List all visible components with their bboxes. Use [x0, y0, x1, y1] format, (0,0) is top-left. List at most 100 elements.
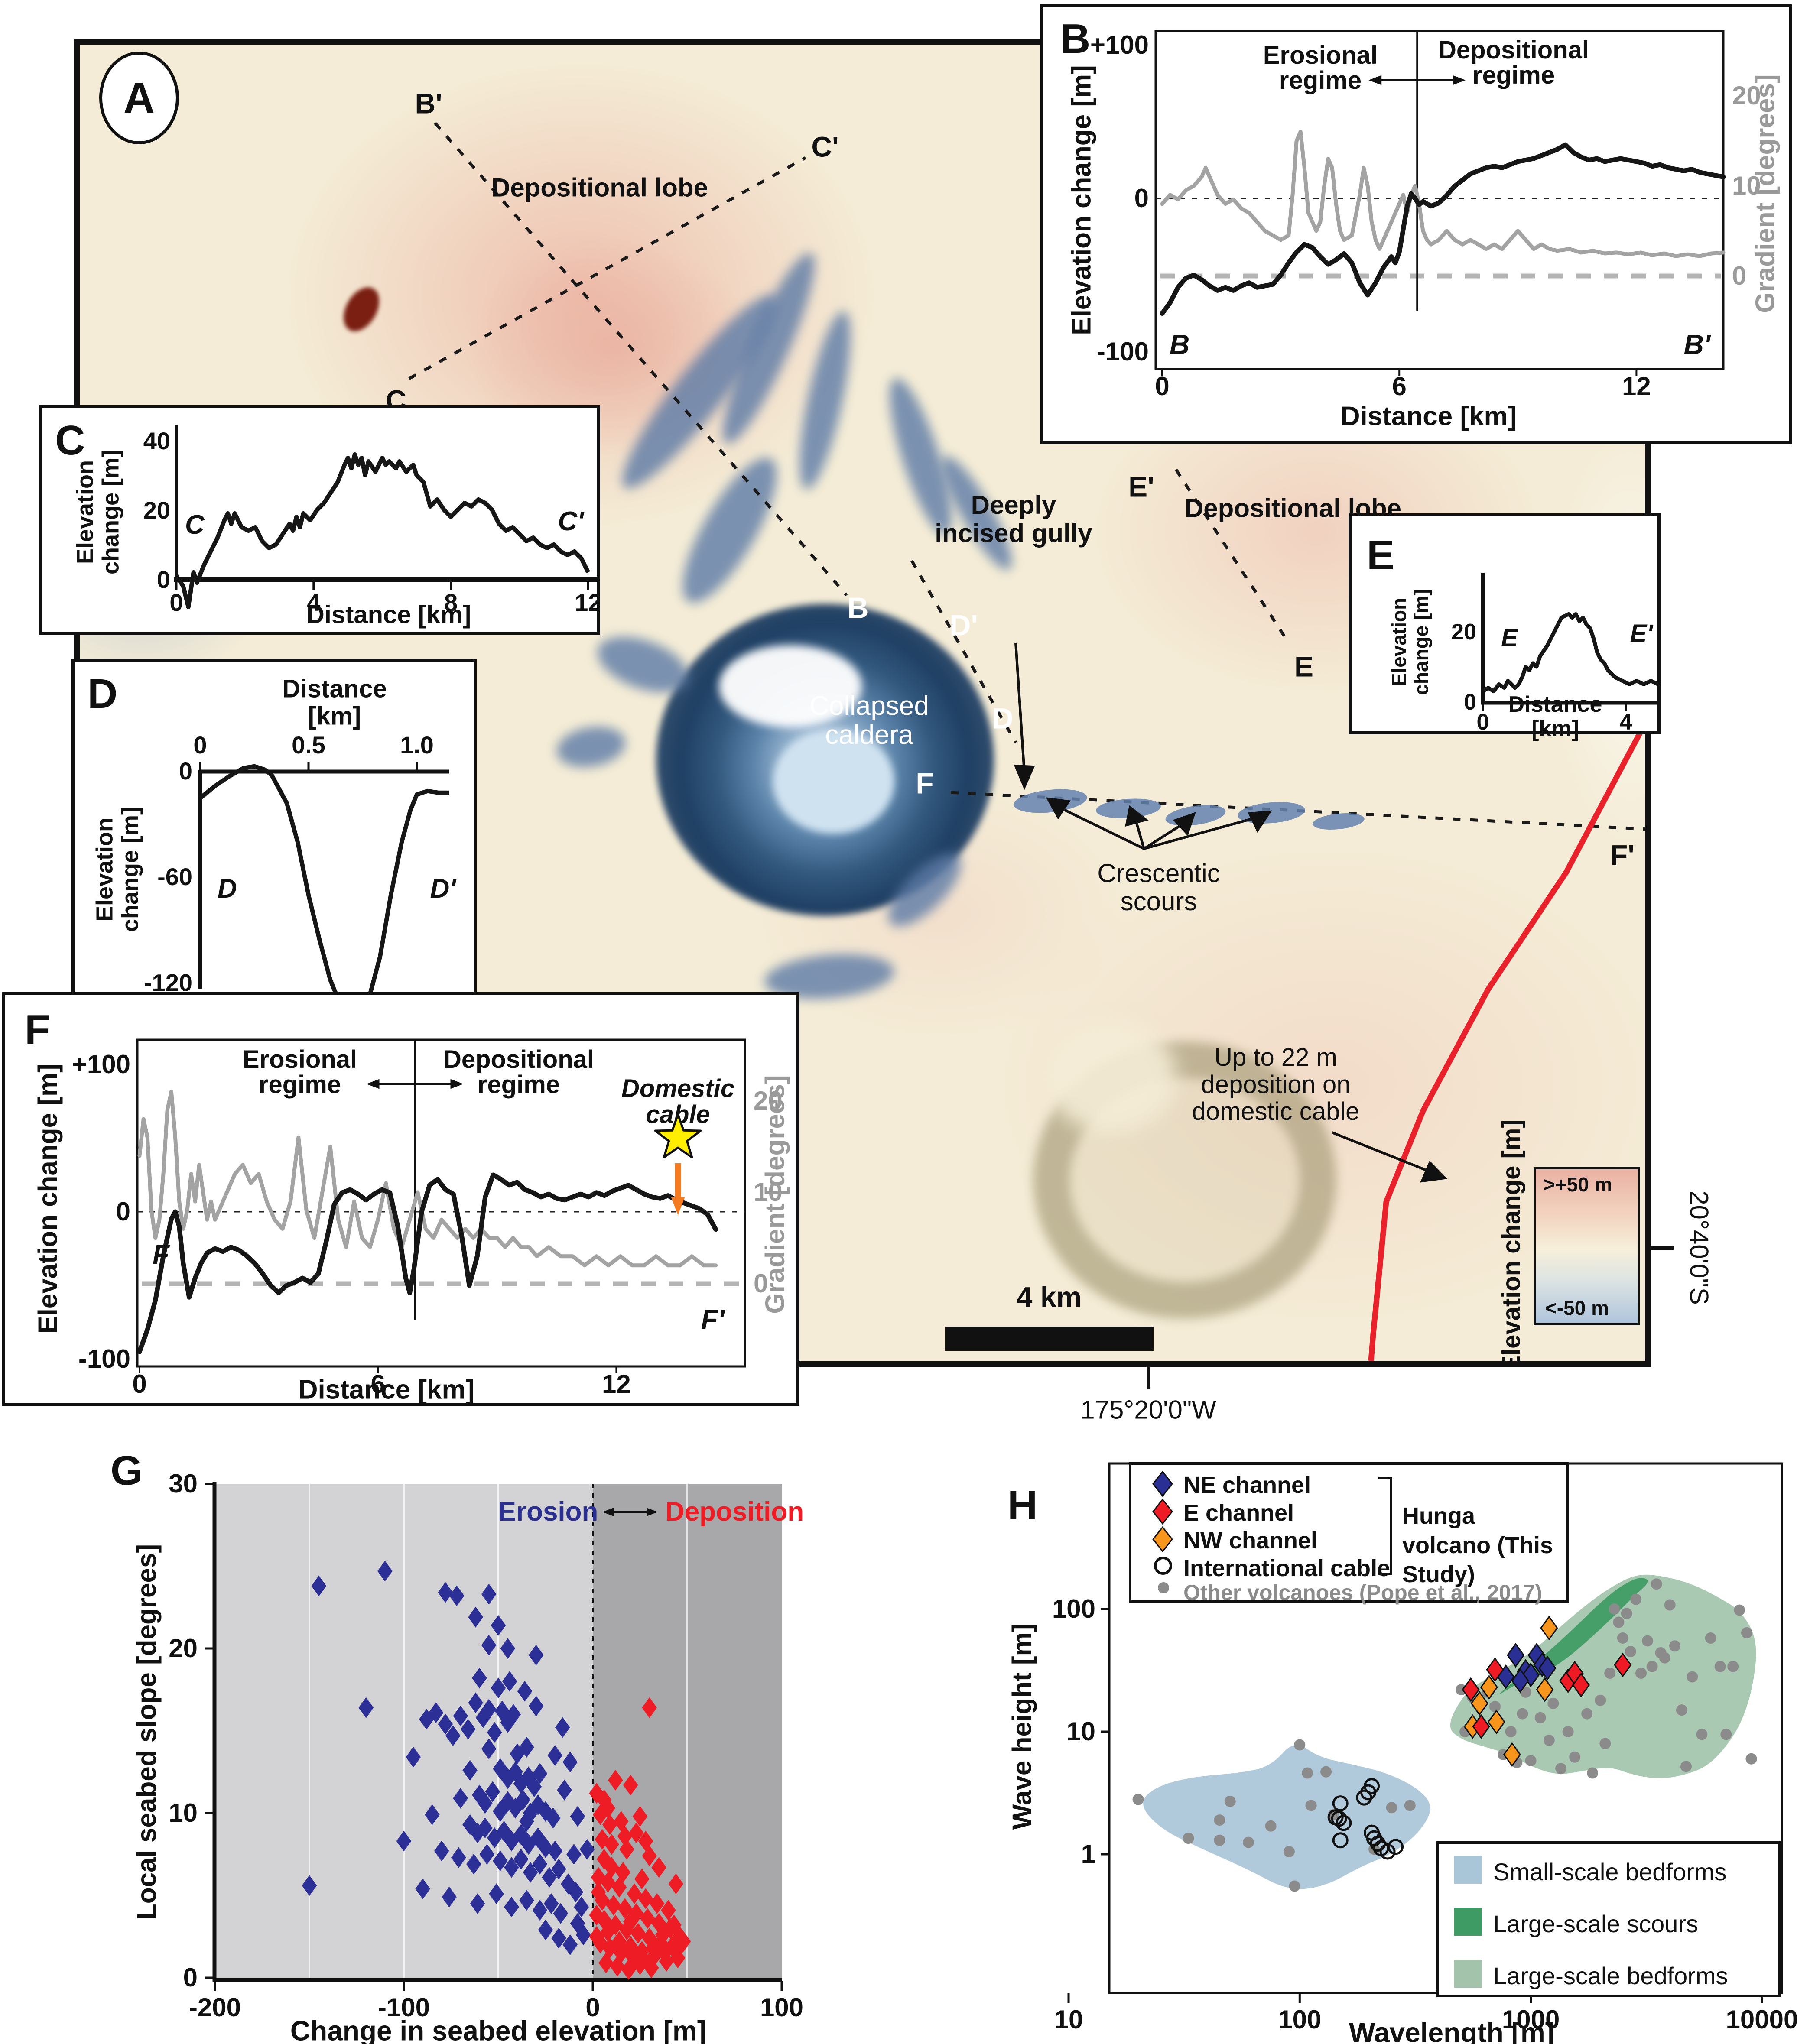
erosional-regime-label: regime: [1279, 66, 1362, 94]
diamond-point: [562, 1934, 578, 1955]
diamond-point: [627, 1883, 642, 1904]
dot-point: [1224, 1795, 1236, 1807]
diamond-point: [530, 1827, 546, 1848]
tick-label: 0: [1155, 372, 1169, 401]
diamond-point: [570, 1913, 585, 1934]
panel-c-xlabel: Distance [km]: [306, 600, 471, 629]
panel-f: Erosional regime Depositional regime 0 6 12 +10…: [2, 992, 799, 1406]
other-volcanoes-dot-icon: [1158, 1582, 1169, 1593]
map-label-deeply-incised-gully: Deeply incised gully: [935, 490, 1092, 548]
tick-label: 0: [754, 1269, 768, 1298]
diamond-point: [538, 1919, 553, 1940]
legend-group-label: Hunga volcano (This Study): [1402, 1503, 1553, 1587]
diamond-point: [642, 1697, 657, 1718]
start-label: B: [1170, 329, 1189, 360]
end-label: E': [1630, 620, 1654, 648]
dot-point: [1646, 1661, 1658, 1672]
diamond-point: [517, 1681, 533, 1702]
diamond-point: [640, 1908, 655, 1929]
tick-label: 8: [444, 589, 458, 616]
diamond-point: [621, 1959, 637, 1980]
cable-deposition-arrow-head: [1420, 1160, 1448, 1183]
tick-label: 10: [1054, 2005, 1083, 2034]
colorbar: >+50 m <-50 m: [1534, 1167, 1640, 1325]
diamond-point: [542, 1867, 557, 1888]
open-circle-point: [1332, 1832, 1349, 1849]
diamond-point: [538, 1801, 553, 1822]
dot-point: [1617, 1632, 1628, 1644]
tick-label: 20: [169, 1634, 198, 1663]
panel-a-letter: A: [123, 73, 155, 122]
panel-f-xlabel: Distance [km]: [298, 1375, 475, 1405]
legend-international-cable: International cable: [1183, 1555, 1391, 1581]
tick-label: 0: [193, 731, 207, 759]
dot-point: [1404, 1800, 1416, 1811]
diamond-point: [661, 1900, 676, 1921]
diamond-point: [406, 1746, 421, 1768]
diamond-point: [629, 1822, 644, 1843]
diamond-point: [481, 1635, 497, 1656]
diamond-point: [547, 1745, 563, 1766]
region-small-scale-bedforms: [1143, 1745, 1430, 1889]
chart-g: -200 -100 0 100 0 10 20 30 Erosion Deposition: [169, 1469, 804, 2022]
panel-f-ylabel-right: Gradient [degrees]: [760, 1075, 790, 1314]
panel-g-ylabel: Local seabed slope [degrees]: [132, 1544, 162, 1921]
dot-point: [1305, 1800, 1317, 1811]
dot-point: [1534, 1712, 1546, 1723]
dot-point: [1676, 1704, 1687, 1716]
panel-b-xlabel: Distance [km]: [1340, 401, 1517, 432]
diamond-point: [651, 1857, 666, 1878]
panel-c-ylabel: Elevation change [m]: [72, 449, 124, 575]
diamond-point: [470, 1893, 485, 1914]
diamond-point: [1572, 1672, 1590, 1697]
arrow-head: [450, 1079, 464, 1089]
dot-point: [1720, 1729, 1732, 1740]
diamond-point: [602, 1814, 617, 1835]
tick-label: 0: [585, 1993, 600, 2022]
tick-label: 40: [143, 427, 170, 454]
transect-label-d: D: [992, 702, 1014, 735]
diamond-point: [638, 1830, 653, 1852]
diamond-point: [510, 1743, 525, 1765]
scour-arrow-head: [1248, 810, 1272, 833]
tick-label: 0: [1134, 184, 1149, 213]
dot-point: [1635, 1667, 1647, 1679]
series-e-channel: [1462, 1652, 1632, 1739]
tick-label: +100: [1090, 30, 1149, 59]
dot-point: [1320, 1766, 1332, 1778]
diamond-point: [591, 1882, 606, 1903]
small-scale-bedforms-swatch: [1454, 1856, 1482, 1884]
diamond-point: [479, 1844, 495, 1865]
caldera-lake: [773, 730, 894, 834]
open-circle-point: [1388, 1839, 1404, 1855]
dot-point: [1547, 1697, 1559, 1709]
dot-point: [1587, 1767, 1599, 1779]
tick-label: 100: [1278, 2005, 1321, 2034]
diamond-point: [489, 1883, 504, 1904]
arrow-head: [1368, 75, 1382, 85]
diamond-point: [519, 1890, 534, 1911]
dot-point: [1242, 1836, 1254, 1848]
tick-label: 4: [307, 589, 320, 616]
diamond-point: [472, 1784, 487, 1806]
panel-f-ylabel: Elevation change [m]: [33, 1064, 63, 1334]
scale-bar: [945, 1327, 1154, 1351]
longitude-tick: [1147, 1367, 1150, 1389]
colorbar-title: Elevation change [m]: [1497, 1119, 1526, 1367]
gully-arrow-line: [1014, 642, 1026, 773]
diamond-point: [532, 1900, 548, 1921]
diamond-point: [666, 1914, 682, 1936]
map-label-collapsed-caldera: Collapsed caldera: [809, 691, 929, 750]
diamond-point: [589, 1904, 604, 1926]
diamond-point: [595, 1890, 610, 1911]
open-circle-point: [1331, 1810, 1347, 1827]
diamond-point: [481, 1699, 497, 1720]
diamond-point: [630, 1923, 646, 1944]
tick-label: 20: [143, 496, 170, 524]
start-label: F: [153, 1239, 170, 1270]
panel-b-letter: B: [1060, 16, 1091, 62]
legend-bracket: [1378, 1477, 1392, 1575]
dot-point: [1386, 1802, 1397, 1814]
diamond-point: [438, 1713, 453, 1735]
